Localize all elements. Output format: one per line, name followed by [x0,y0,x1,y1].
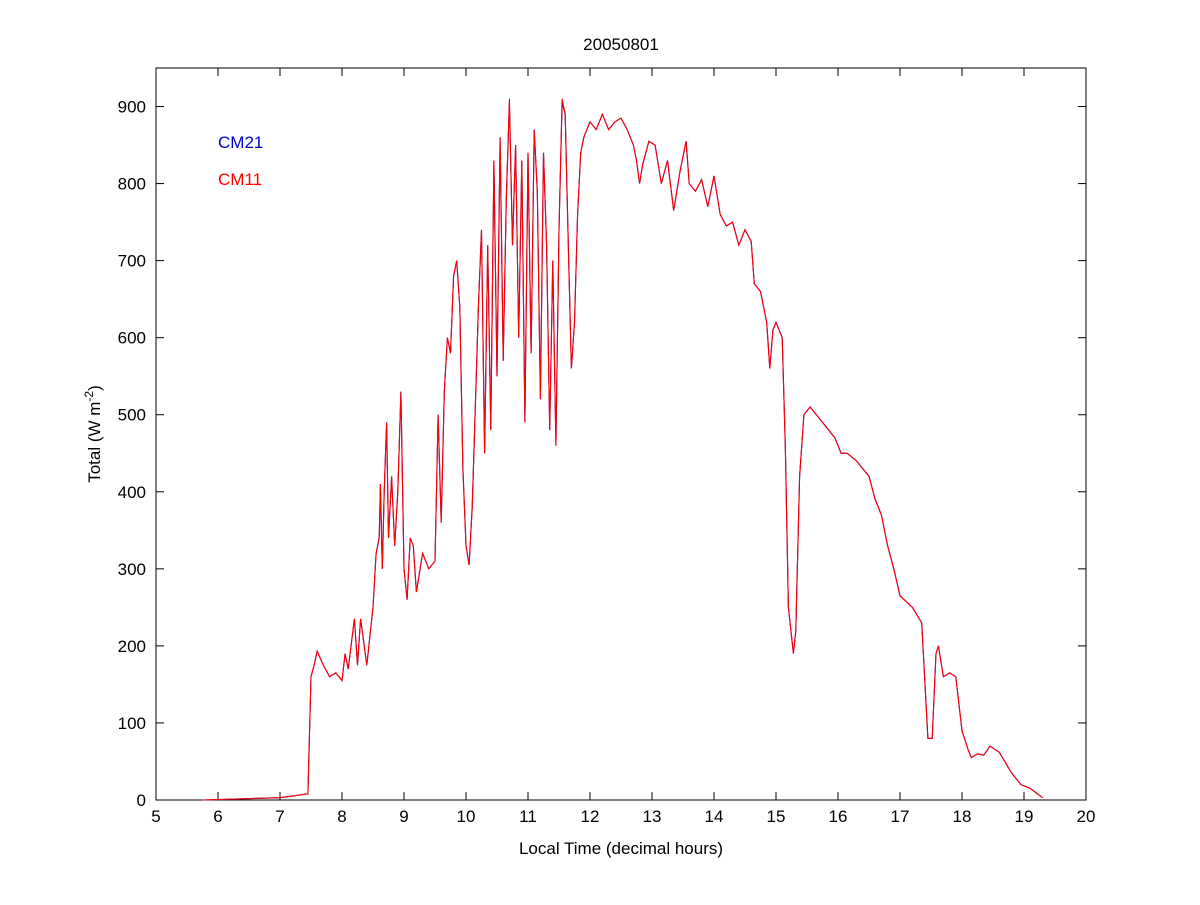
y-tick-label: 800 [118,175,146,194]
x-tick-label: 14 [705,807,724,826]
y-tick-label: 100 [118,714,146,733]
y-tick-label: 600 [118,329,146,348]
y-axis-label-sup: -2 [82,391,96,402]
legend-entry-cm11: CM11 [218,170,262,189]
x-tick-label: 17 [891,807,910,826]
y-axis-label-end: ) [85,385,104,391]
x-tick-label: 12 [581,807,600,826]
x-tick-label: 16 [829,807,848,826]
x-tick-label: 9 [399,807,408,826]
x-tick-label: 18 [953,807,972,826]
y-tick-label: 700 [118,252,146,271]
y-tick-label: 400 [118,483,146,502]
y-axis-label: Total (W m-2) [82,385,104,483]
x-tick-label: 19 [1015,807,1034,826]
y-axis-label-main: Total (W m [85,402,104,483]
y-tick-label: 200 [118,637,146,656]
x-tick-label: 7 [275,807,284,826]
y-tick-label: 500 [118,406,146,425]
x-axis-label: Local Time (decimal hours) [519,839,723,858]
x-tick-label: 10 [457,807,476,826]
x-tick-label: 5 [151,807,160,826]
y-tick-label: 0 [137,791,146,810]
x-tick-label: 6 [213,807,222,826]
chart-title: 20050801 [583,35,659,54]
x-tick-label: 15 [767,807,786,826]
x-tick-label: 11 [519,807,537,826]
x-tick-label: 8 [337,807,346,826]
series-line-cm11 [202,98,1043,801]
x-tick-label: 13 [643,807,662,826]
y-tick-label: 900 [118,98,146,117]
legend-entry-cm21: CM21 [218,133,263,152]
plot-area [155,67,1087,801]
y-tick-label: 300 [118,560,146,579]
x-tick-label: 20 [1077,807,1096,826]
